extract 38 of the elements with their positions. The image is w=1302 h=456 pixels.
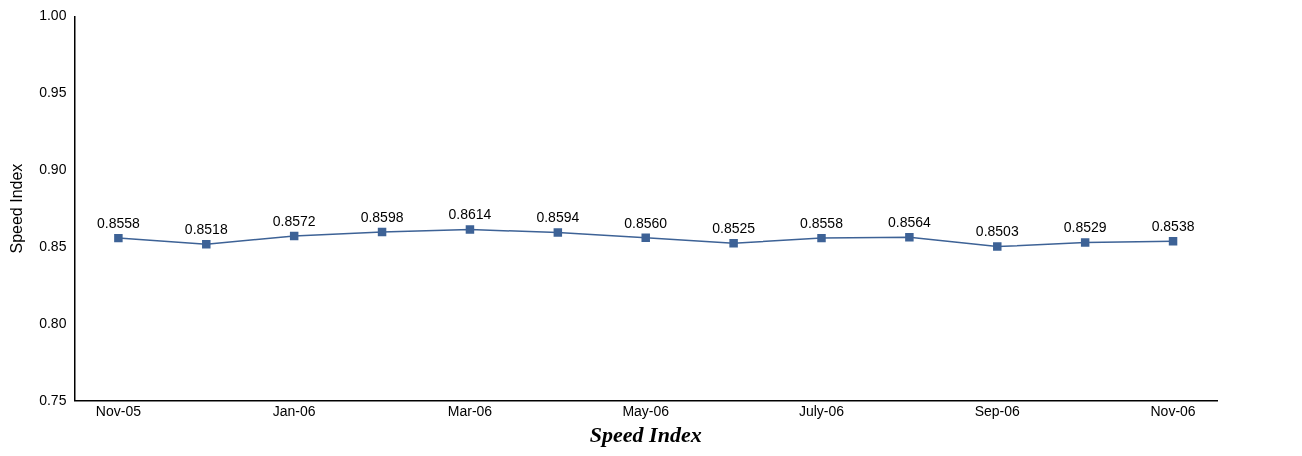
point [817,233,826,243]
x-tick-label: Nov-05 [95,403,142,420]
point [905,232,914,242]
point [1080,238,1090,247]
point [465,225,475,234]
data-label: 0.8560 [624,214,668,231]
x-tick-label: Jan-06 [272,403,316,420]
data-label: 0.8558 [800,214,844,231]
data-label: 0.8572 [272,212,316,229]
x-tick-label: Sep-06 [974,403,1021,420]
data-label: 0.8525 [712,220,756,237]
y-tick-label: 0.85 [39,237,67,254]
point [729,238,738,248]
point [553,228,563,237]
x-tick-label: July-06 [798,403,845,420]
data-label: 0.8529 [1063,219,1107,236]
point [641,233,650,243]
y-tick-label: 1.00 [39,7,67,24]
y-tick-label: 0.90 [39,161,67,178]
y-tick-label: 0.75 [39,391,67,408]
data-label: 0.8594 [536,209,580,226]
y-axis-title: Speed Index [8,163,26,254]
y-tick-label: 0.80 [39,314,67,331]
x-tick-label: May-06 [622,403,670,420]
x-tick-label: Nov-06 [1150,403,1196,420]
x-axis-title: Speed Index [589,422,702,448]
x-tick-label: Mar-06 [447,403,493,420]
data-label: 0.8518 [184,221,228,238]
y-tick-label: 0.95 [39,84,67,101]
data-label: 0.8503 [975,223,1019,240]
point [114,233,123,243]
data-label: 0.8614 [448,206,492,223]
data-label: 0.8564 [887,214,932,231]
point [202,240,211,249]
data-label: 0.8598 [360,208,404,225]
point [993,242,1002,251]
data-label: 0.8538 [1151,218,1195,235]
data-label: 0.8558 [96,214,141,231]
